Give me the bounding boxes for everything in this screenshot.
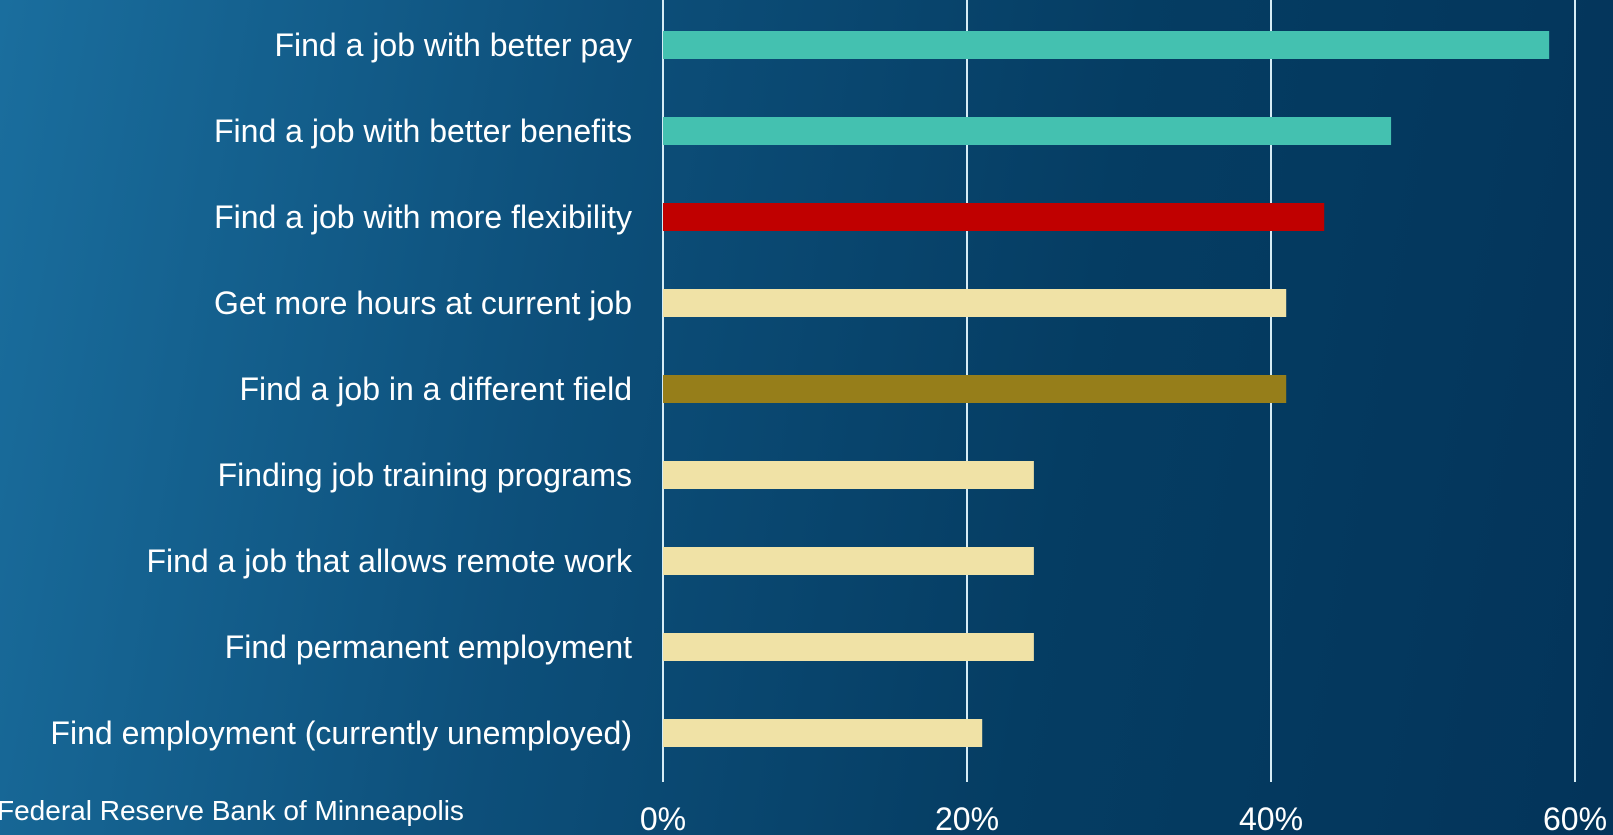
category-label: Find a job with more flexibility	[214, 199, 632, 235]
category-label: Get more hours at current job	[214, 285, 632, 321]
x-tick-label: 60%	[1543, 801, 1607, 835]
category-label: Find a job that allows remote work	[146, 543, 633, 579]
category-label: Find permanent employment	[225, 629, 632, 665]
bars	[663, 31, 1550, 747]
bar	[663, 547, 1034, 575]
category-label: Find a job with better pay	[274, 27, 632, 63]
category-label: Find employment (currently unemployed)	[50, 715, 632, 751]
bar	[663, 31, 1550, 59]
category-label: Find a job in a different field	[239, 371, 632, 407]
x-axis-tick-labels: 0% 20% 40% 60%	[640, 801, 1607, 835]
bar	[663, 375, 1287, 403]
bar	[663, 289, 1287, 317]
bar	[663, 117, 1392, 145]
source-credit: Federal Reserve Bank of Minneapolis	[0, 795, 464, 826]
x-tick-label: 20%	[935, 801, 999, 835]
category-labels: Find a job with better pay Find a job wit…	[50, 27, 633, 751]
category-label: Finding job training programs	[218, 457, 632, 493]
bar	[663, 461, 1034, 489]
bar	[663, 633, 1034, 661]
x-tick-label: 40%	[1239, 801, 1303, 835]
bar	[663, 719, 983, 747]
bar	[663, 203, 1325, 231]
x-tick-label: 0%	[640, 801, 686, 835]
category-label: Find a job with better benefits	[214, 113, 632, 149]
